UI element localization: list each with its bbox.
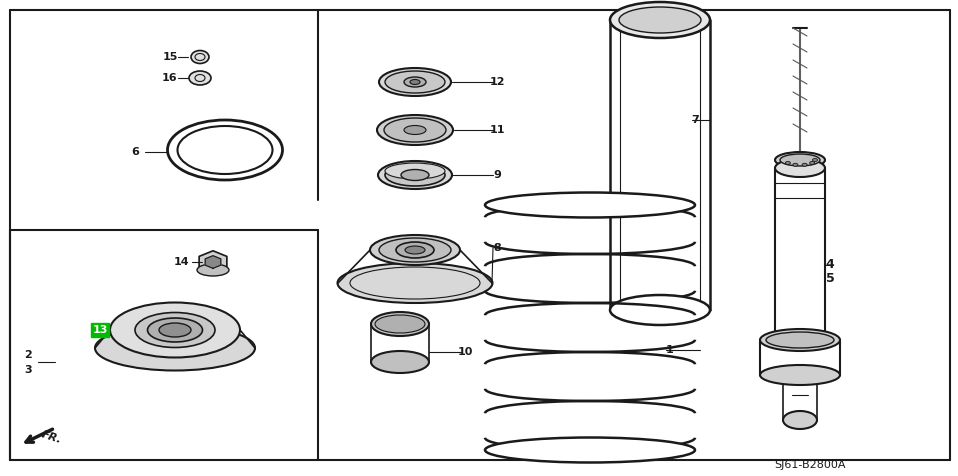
Text: FR.: FR. [40, 429, 63, 445]
Ellipse shape [148, 318, 202, 342]
Ellipse shape [189, 71, 211, 85]
Ellipse shape [405, 246, 425, 254]
Text: 12: 12 [490, 77, 505, 87]
Text: 2: 2 [24, 350, 32, 360]
Text: 11: 11 [490, 125, 505, 135]
Ellipse shape [766, 332, 834, 348]
Text: SJ61-B2800A: SJ61-B2800A [774, 460, 846, 470]
Ellipse shape [337, 263, 492, 303]
Ellipse shape [197, 264, 229, 276]
Ellipse shape [95, 326, 255, 370]
Ellipse shape [780, 154, 820, 166]
Text: 9: 9 [493, 170, 501, 180]
Ellipse shape [159, 323, 191, 337]
Ellipse shape [619, 8, 701, 32]
Ellipse shape [783, 411, 817, 429]
Ellipse shape [379, 68, 451, 96]
Ellipse shape [396, 242, 434, 258]
Ellipse shape [810, 161, 814, 164]
Polygon shape [199, 251, 227, 273]
Text: 7: 7 [691, 115, 699, 125]
Text: 3: 3 [24, 365, 32, 375]
Ellipse shape [404, 126, 426, 135]
Ellipse shape [404, 77, 426, 87]
Ellipse shape [812, 159, 817, 161]
Ellipse shape [385, 71, 445, 93]
Ellipse shape [775, 159, 825, 177]
Ellipse shape [377, 115, 453, 145]
Ellipse shape [385, 164, 445, 186]
Text: 5: 5 [826, 271, 834, 285]
Ellipse shape [135, 313, 215, 347]
Ellipse shape [760, 365, 840, 385]
Ellipse shape [168, 120, 283, 180]
Ellipse shape [384, 118, 446, 142]
Ellipse shape [410, 79, 420, 85]
Ellipse shape [371, 351, 429, 373]
Ellipse shape [177, 126, 272, 174]
Ellipse shape [370, 235, 460, 265]
Text: 6: 6 [131, 147, 139, 157]
Text: 13: 13 [92, 325, 107, 335]
Ellipse shape [191, 50, 209, 63]
Text: 10: 10 [457, 347, 472, 357]
Ellipse shape [375, 315, 425, 333]
Text: 14: 14 [174, 257, 190, 267]
Text: 1: 1 [666, 345, 673, 355]
Ellipse shape [610, 295, 710, 325]
Text: 8: 8 [493, 243, 501, 253]
Ellipse shape [760, 329, 840, 351]
Text: 16: 16 [162, 73, 178, 83]
Ellipse shape [786, 161, 790, 164]
Ellipse shape [401, 169, 429, 180]
Ellipse shape [371, 312, 429, 336]
Ellipse shape [110, 303, 240, 357]
Polygon shape [205, 256, 220, 268]
Ellipse shape [619, 7, 701, 33]
Ellipse shape [485, 192, 695, 218]
Ellipse shape [385, 163, 445, 179]
Ellipse shape [379, 238, 451, 262]
Ellipse shape [802, 163, 808, 166]
Ellipse shape [775, 152, 825, 168]
Text: 4: 4 [826, 258, 834, 271]
Ellipse shape [610, 2, 710, 38]
Text: 15: 15 [162, 52, 177, 62]
Ellipse shape [378, 161, 452, 189]
Ellipse shape [485, 437, 695, 463]
Ellipse shape [793, 163, 798, 166]
